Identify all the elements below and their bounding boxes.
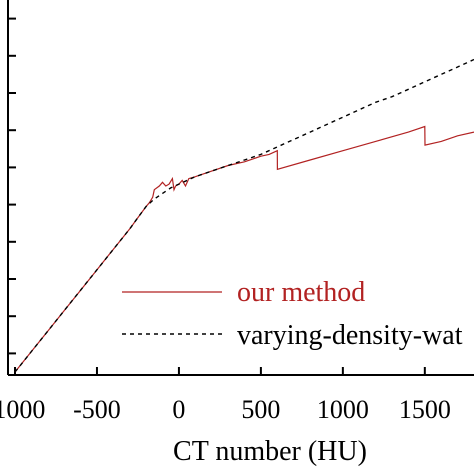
legend-label-varying-density: varying-density-wat bbox=[237, 320, 463, 351]
legend-label-our-method: our method bbox=[237, 277, 365, 308]
series-layer bbox=[14, 58, 474, 373]
x-tick-label-3: 500 bbox=[241, 395, 280, 424]
y-ticks bbox=[8, 17, 16, 355]
x-tick-label-2: 0 bbox=[172, 395, 185, 424]
x-tick-labels: -1000 -500 0 500 1000 1500 bbox=[0, 395, 451, 424]
plot-frame bbox=[7, 0, 474, 376]
x-tick-label-4: 1000 bbox=[317, 395, 369, 424]
x-ticks bbox=[14, 367, 426, 375]
x-axis-title: CT number (HU) bbox=[173, 436, 367, 467]
x-tick-label-0: -1000 bbox=[0, 395, 45, 424]
legend: our method varying-density-wat bbox=[122, 277, 463, 351]
x-tick-label-1: -500 bbox=[73, 395, 121, 424]
x-tick-label-5: 1500 bbox=[399, 395, 451, 424]
